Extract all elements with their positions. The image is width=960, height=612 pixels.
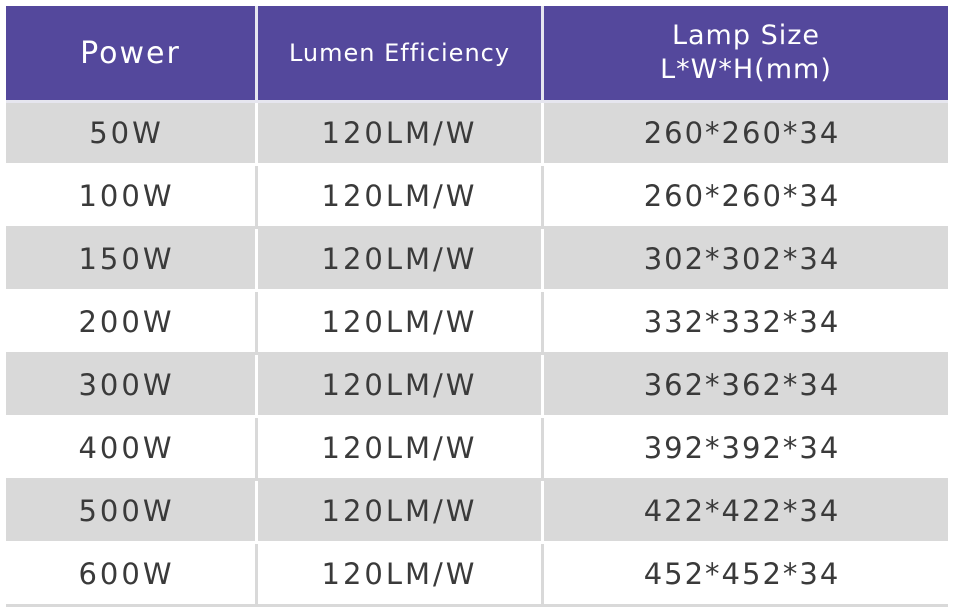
power-cell: 400W [6, 418, 258, 481]
table-row: 600W 120LM/W 452*452*34 [6, 544, 948, 607]
table-row: 500W 120LM/W 422*422*34 [6, 481, 948, 544]
lamp-spec-table: Power Lumen Efficiency Lamp Size L*W*H(m… [6, 6, 948, 607]
size-cell: 260*260*34 [544, 166, 948, 229]
lumen-cell: 120LM/W [258, 166, 544, 229]
lumen-cell: 120LM/W [258, 481, 544, 544]
size-cell: 362*362*34 [544, 355, 948, 418]
lumen-cell: 120LM/W [258, 355, 544, 418]
lumen-cell: 120LM/W [258, 292, 544, 355]
power-cell: 600W [6, 544, 258, 607]
power-cell: 150W [6, 229, 258, 292]
power-cell: 500W [6, 481, 258, 544]
power-cell: 300W [6, 355, 258, 418]
header-lamp-size-title: Lamp Size [671, 20, 821, 51]
size-cell: 302*302*34 [544, 229, 948, 292]
table-row: 50W 120LM/W 260*260*34 [6, 103, 948, 166]
power-cell: 200W [6, 292, 258, 355]
size-cell: 422*422*34 [544, 481, 948, 544]
lumen-cell: 120LM/W [258, 418, 544, 481]
table-row: 400W 120LM/W 392*392*34 [6, 418, 948, 481]
size-cell: 392*392*34 [544, 418, 948, 481]
power-cell: 50W [6, 103, 258, 166]
table-row: 100W 120LM/W 260*260*34 [6, 166, 948, 229]
table-row: 200W 120LM/W 332*332*34 [6, 292, 948, 355]
table-row: 150W 120LM/W 302*302*34 [6, 229, 948, 292]
size-cell: 332*332*34 [544, 292, 948, 355]
header-row: Power Lumen Efficiency Lamp Size L*W*H(m… [6, 6, 948, 103]
size-cell: 260*260*34 [544, 103, 948, 166]
lumen-cell: 120LM/W [258, 544, 544, 607]
table-row: 300W 120LM/W 362*362*34 [6, 355, 948, 418]
header-lamp-size-unit: L*W*H(mm) [660, 54, 832, 85]
header-lamp-size: Lamp Size L*W*H(mm) [544, 6, 948, 103]
power-cell: 100W [6, 166, 258, 229]
size-cell: 452*452*34 [544, 544, 948, 607]
lumen-cell: 120LM/W [258, 103, 544, 166]
header-power: Power [6, 6, 258, 103]
header-lumen-efficiency: Lumen Efficiency [258, 6, 544, 103]
lumen-cell: 120LM/W [258, 229, 544, 292]
